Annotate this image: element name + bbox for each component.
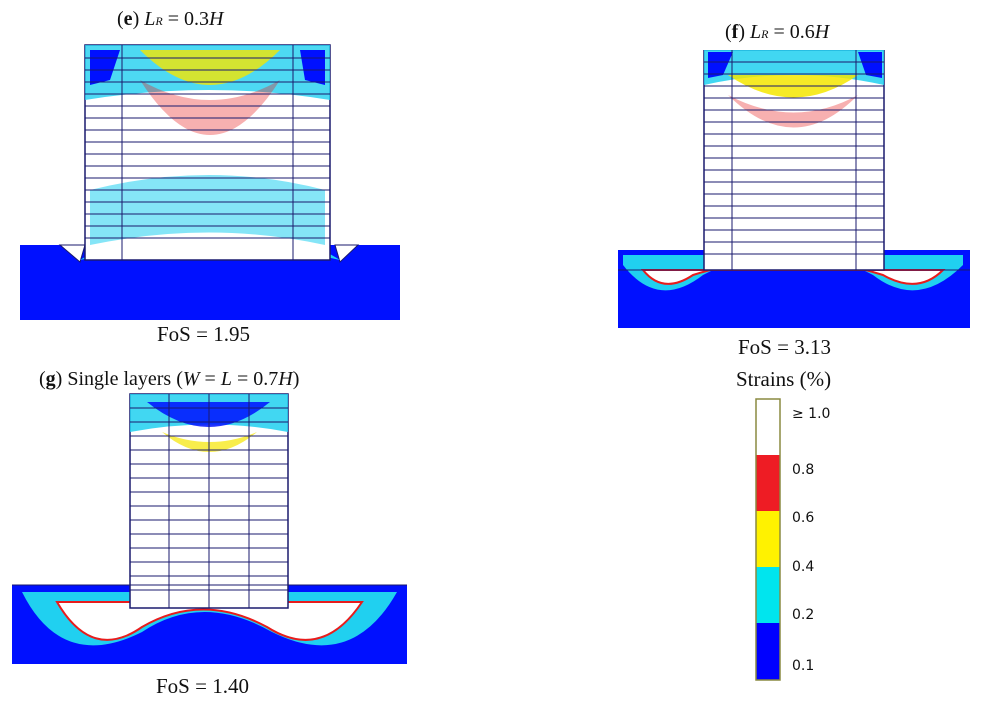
panel-e-lr-sub: R <box>155 14 163 28</box>
panel-g-h: H <box>278 368 293 390</box>
legend-swatch-1 <box>756 399 780 455</box>
legend-label-5: 0.2 <box>792 607 815 623</box>
legend-colorbar <box>755 398 781 681</box>
panel-g-w: W <box>182 368 200 390</box>
legend-label-1: ≥ 1.0 <box>792 406 831 422</box>
legend-label-3: 0.6 <box>792 510 815 526</box>
panel-f-fos: FoS = 3.13 <box>738 335 831 359</box>
panel-e-lr-h: H <box>208 8 224 30</box>
panel-g-value: = 0.7 <box>231 368 279 390</box>
panel-f-letter: f <box>731 21 739 43</box>
panel-g-fos: FoS = 1.40 <box>156 674 249 698</box>
panel-f-lr-sub: R <box>761 27 769 41</box>
legend-title: Strains (%) <box>736 367 832 391</box>
panel-e-lr-value: = 0.3 <box>162 8 209 30</box>
panel-f-lr-value: = 0.6 <box>768 21 815 43</box>
panel-g-letter: g <box>45 368 56 390</box>
legend-swatch-4 <box>756 567 780 623</box>
panel-e-fos: FoS = 1.95 <box>157 322 250 346</box>
panel-f-lr-h: H <box>814 21 830 43</box>
panel-e-letter: e <box>123 8 133 30</box>
panel-g-close: ) <box>292 368 300 390</box>
panel-f-lr-symbol: L <box>750 21 762 43</box>
panel-g-l: L <box>220 368 232 390</box>
panel-f-caption: (f) LR = 0.6H <box>725 21 830 43</box>
panel-g-eq: = <box>199 368 221 390</box>
legend-label-2: 0.8 <box>792 462 815 478</box>
legend-swatch-2 <box>756 455 780 511</box>
panel-f-model <box>618 50 970 328</box>
panel-e-lr-symbol: L <box>144 8 156 30</box>
legend-swatch-5 <box>756 623 780 680</box>
panel-e-caption: (e) LR = 0.3H <box>117 8 224 30</box>
panel-g-text: Single layers ( <box>62 368 183 390</box>
legend-swatch-3 <box>756 511 780 567</box>
legend-label-6: 0.1 <box>792 658 815 674</box>
panel-g-model <box>12 393 407 664</box>
panel-g-caption: (g) Single layers (W = L = 0.7H) <box>39 368 300 390</box>
legend-label-4: 0.4 <box>792 559 815 575</box>
panel-e-model <box>20 44 400 320</box>
